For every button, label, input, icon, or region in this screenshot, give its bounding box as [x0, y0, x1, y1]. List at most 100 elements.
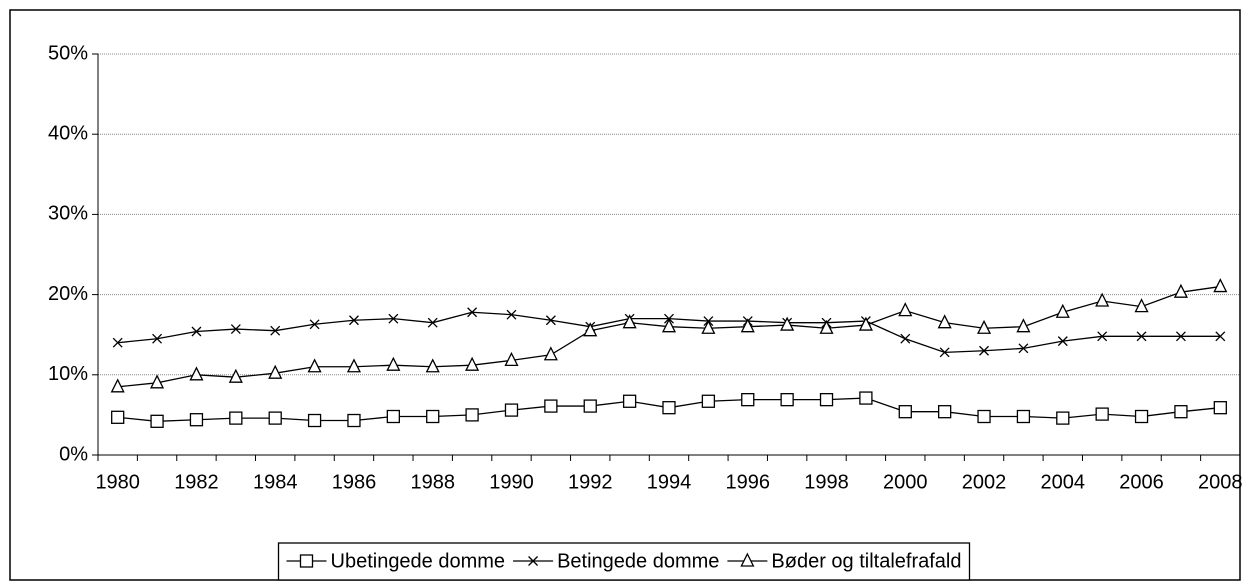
marker — [528, 556, 539, 566]
marker — [977, 409, 991, 424]
marker — [583, 399, 597, 413]
x-tick-label: 2002 — [962, 471, 1007, 493]
marker — [1097, 331, 1108, 342]
marker — [110, 378, 125, 393]
marker — [780, 316, 795, 331]
x-tick-label: 2006 — [1119, 471, 1164, 493]
marker — [1016, 318, 1031, 333]
marker — [270, 325, 281, 336]
marker — [307, 413, 322, 428]
marker — [939, 347, 950, 358]
x-tick-label: 2000 — [883, 471, 928, 493]
marker — [307, 358, 322, 373]
marker — [150, 414, 164, 428]
marker — [189, 366, 204, 381]
marker — [228, 368, 243, 383]
marker — [979, 345, 989, 356]
marker — [1175, 331, 1186, 342]
marker — [1055, 303, 1070, 318]
marker — [504, 351, 519, 367]
legend: Ubetingede domme Betingede domme Bøder og … — [277, 542, 971, 581]
marker — [1213, 278, 1228, 293]
marker — [622, 314, 637, 329]
x-tick-label: 1998 — [804, 471, 849, 493]
x-tick-label: 1992 — [568, 471, 613, 493]
marker — [229, 411, 243, 425]
marker — [1215, 331, 1226, 342]
marker — [898, 302, 913, 317]
marker — [504, 403, 519, 417]
marker — [1134, 298, 1149, 313]
marker — [111, 410, 125, 424]
marker — [545, 315, 556, 326]
x-tick-label: 1996 — [726, 471, 771, 493]
marker — [1095, 407, 1109, 421]
marker — [152, 333, 163, 344]
marker — [346, 358, 362, 373]
legend-label: Betingede domme — [557, 550, 719, 572]
marker — [740, 318, 755, 333]
marker — [1056, 411, 1070, 425]
marker — [661, 318, 677, 333]
marker — [662, 401, 676, 415]
marker — [898, 405, 912, 419]
marker — [622, 394, 637, 408]
marker — [1018, 343, 1029, 354]
marker — [386, 356, 401, 371]
marker — [467, 307, 478, 318]
marker — [583, 322, 598, 337]
marker — [299, 554, 314, 568]
marker — [701, 319, 716, 334]
y-tick-label: 10% — [48, 363, 88, 385]
marker — [189, 413, 204, 427]
x-tick-label: 1982 — [174, 471, 219, 493]
marker — [347, 413, 361, 428]
marker — [1095, 292, 1110, 307]
marker — [701, 394, 716, 408]
marker — [309, 319, 320, 330]
y-tick-label: 20% — [48, 283, 88, 305]
marker — [268, 411, 282, 425]
marker — [1134, 409, 1149, 424]
marker — [388, 313, 399, 324]
marker — [1136, 331, 1147, 342]
marker — [900, 333, 911, 344]
marker — [1173, 283, 1188, 298]
marker — [465, 356, 480, 371]
marker — [506, 309, 517, 320]
x-tick-label: 1988 — [410, 471, 455, 493]
marker — [427, 317, 438, 328]
x-tick-label: 2004 — [1041, 471, 1086, 493]
marker — [1016, 409, 1031, 424]
x-tick-label: 1984 — [253, 471, 298, 493]
x-tick-label: 1994 — [647, 471, 692, 493]
y-tick-label: 0% — [59, 443, 88, 465]
marker — [976, 319, 992, 334]
marker — [386, 409, 400, 424]
marker — [819, 319, 834, 334]
legend-label: Bøder og tiltalefrafald — [771, 550, 961, 572]
marker — [938, 405, 952, 419]
marker — [1174, 405, 1188, 419]
marker — [740, 552, 755, 567]
marker — [112, 337, 123, 348]
marker — [741, 393, 755, 407]
y-tick-label: 40% — [48, 122, 88, 144]
x-tick-label: 1980 — [95, 471, 140, 493]
marker — [544, 399, 558, 413]
marker — [780, 393, 794, 407]
marker — [819, 393, 834, 407]
marker — [1057, 336, 1068, 347]
marker — [150, 374, 165, 389]
legend-box — [277, 542, 971, 581]
y-tick-label: 30% — [48, 203, 88, 225]
marker — [858, 316, 873, 331]
marker — [349, 315, 359, 326]
marker — [1213, 401, 1227, 415]
marker — [859, 391, 873, 405]
x-tick-label: 2008 — [1198, 471, 1243, 493]
marker — [268, 364, 283, 379]
marker — [191, 326, 202, 337]
marker — [937, 314, 952, 329]
